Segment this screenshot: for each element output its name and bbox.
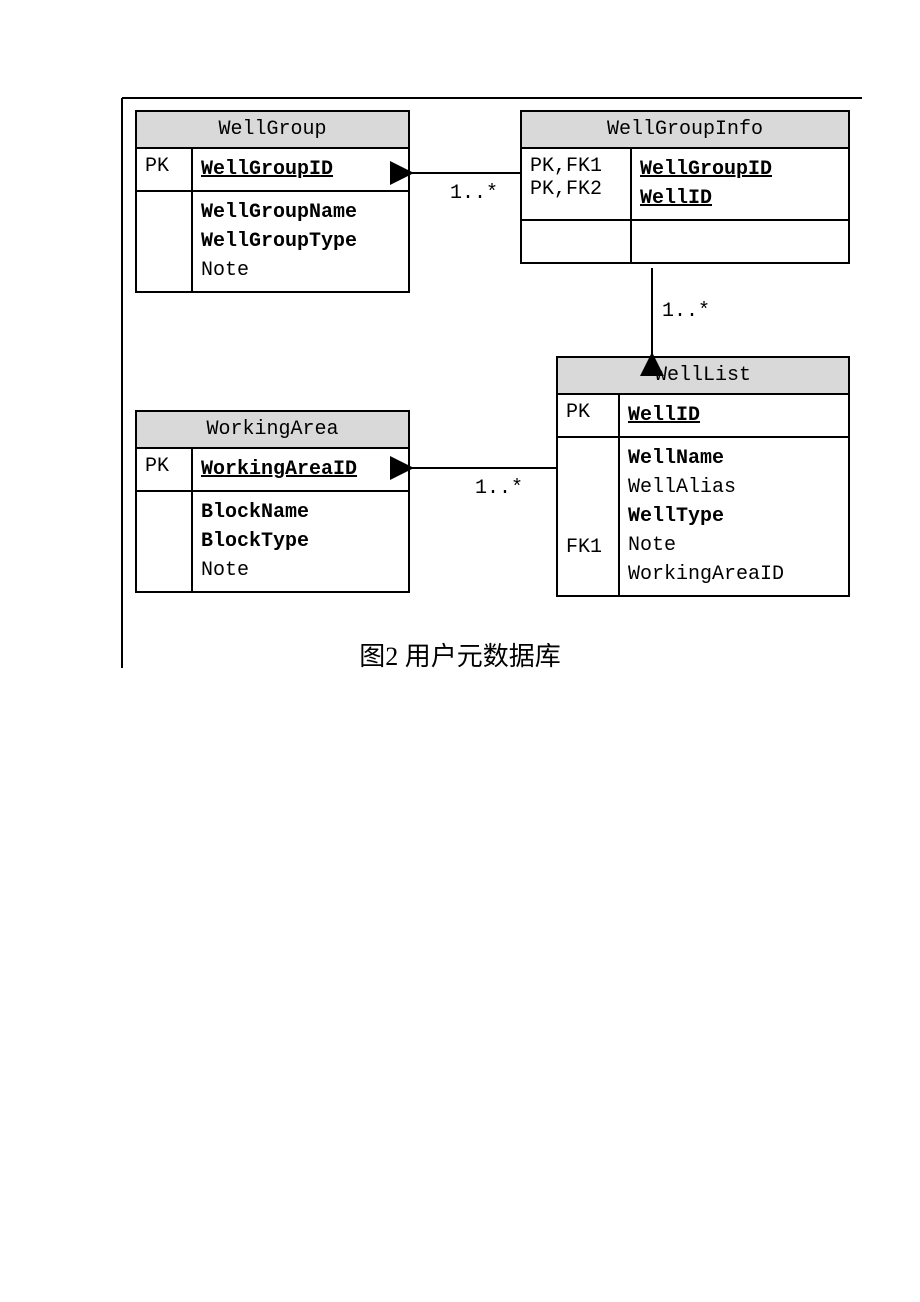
key-column bbox=[137, 192, 193, 291]
field: WellID bbox=[628, 401, 840, 430]
field: Note bbox=[201, 556, 400, 585]
field: Note bbox=[201, 256, 400, 285]
diagram-canvas: WellGroupPKWellGroupIDWellGroupNameWellG… bbox=[0, 0, 920, 1302]
field: WellGroupName bbox=[201, 198, 400, 227]
field-column: WellGroupID bbox=[193, 149, 408, 190]
entity-row bbox=[522, 221, 848, 262]
key-column bbox=[522, 221, 632, 262]
entity-title: WellGroup bbox=[137, 112, 408, 149]
field-column: WellGroupIDWellID bbox=[632, 149, 848, 219]
field-column: WellGroupNameWellGroupTypeNote bbox=[193, 192, 408, 291]
key-column: PK,FK1 PK,FK2 bbox=[522, 149, 632, 219]
field-column: WellNameWellAliasWellTypeNoteWorkingArea… bbox=[620, 438, 848, 595]
field-column: WellID bbox=[620, 395, 848, 436]
entity-title: WellGroupInfo bbox=[522, 112, 848, 149]
field: BlockType bbox=[201, 527, 400, 556]
field: WellName bbox=[628, 444, 840, 473]
key-column bbox=[137, 492, 193, 591]
entity-wellgroupinfo: WellGroupInfoPK,FK1 PK,FK2WellGroupIDWel… bbox=[520, 110, 850, 264]
field-column: BlockNameBlockTypeNote bbox=[193, 492, 408, 591]
entity-title: WellList bbox=[558, 358, 848, 395]
field: BlockName bbox=[201, 498, 400, 527]
entity-welllist: WellListPKWellID FK1WellNameWellAliasWel… bbox=[556, 356, 850, 597]
field-column bbox=[632, 221, 848, 262]
field: WellID bbox=[640, 184, 840, 213]
entity-row: PK WellID bbox=[558, 395, 848, 438]
field: Note bbox=[628, 531, 840, 560]
field: WellGroupType bbox=[201, 227, 400, 256]
entity-row: PK WorkingAreaID bbox=[137, 449, 408, 492]
relationship-label: 1..* bbox=[662, 300, 710, 323]
entity-row: BlockNameBlockTypeNote bbox=[137, 492, 408, 591]
entity-title: WorkingArea bbox=[137, 412, 408, 449]
relationship-label: 1..* bbox=[475, 477, 523, 500]
field bbox=[640, 227, 840, 256]
field: WorkingAreaID bbox=[628, 560, 840, 589]
field: WellAlias bbox=[628, 473, 840, 502]
entity-row: FK1WellNameWellAliasWellTypeNoteWorkingA… bbox=[558, 438, 848, 595]
field: WellType bbox=[628, 502, 840, 531]
diagram-caption: 图2 用户元数据库 bbox=[0, 636, 920, 673]
entity-row: WellGroupNameWellGroupTypeNote bbox=[137, 192, 408, 291]
field: WorkingAreaID bbox=[201, 455, 400, 484]
key-column: PK bbox=[137, 449, 193, 490]
entity-wellgroup: WellGroupPK WellGroupID WellGroupNameWellG… bbox=[135, 110, 410, 293]
relationship-label: 1..* bbox=[450, 182, 498, 205]
field: WellGroupID bbox=[201, 155, 400, 184]
key-column: FK1 bbox=[558, 438, 620, 595]
key-column: PK bbox=[137, 149, 193, 190]
entity-workingarea: WorkingAreaPK WorkingAreaID BlockNameBlock… bbox=[135, 410, 410, 593]
entity-row: PK,FK1 PK,FK2WellGroupIDWellID bbox=[522, 149, 848, 221]
key-column: PK bbox=[558, 395, 620, 436]
entity-row: PK WellGroupID bbox=[137, 149, 408, 192]
field: WellGroupID bbox=[640, 155, 840, 184]
field-column: WorkingAreaID bbox=[193, 449, 408, 490]
